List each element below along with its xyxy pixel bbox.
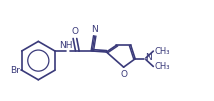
Text: CH₃: CH₃ <box>154 62 170 71</box>
Text: O: O <box>120 70 127 79</box>
Text: N: N <box>91 25 98 34</box>
Text: NH: NH <box>59 41 73 50</box>
Text: Br: Br <box>10 66 20 75</box>
Text: O: O <box>71 27 78 36</box>
Text: CH₃: CH₃ <box>154 47 170 56</box>
Text: N: N <box>145 53 151 62</box>
